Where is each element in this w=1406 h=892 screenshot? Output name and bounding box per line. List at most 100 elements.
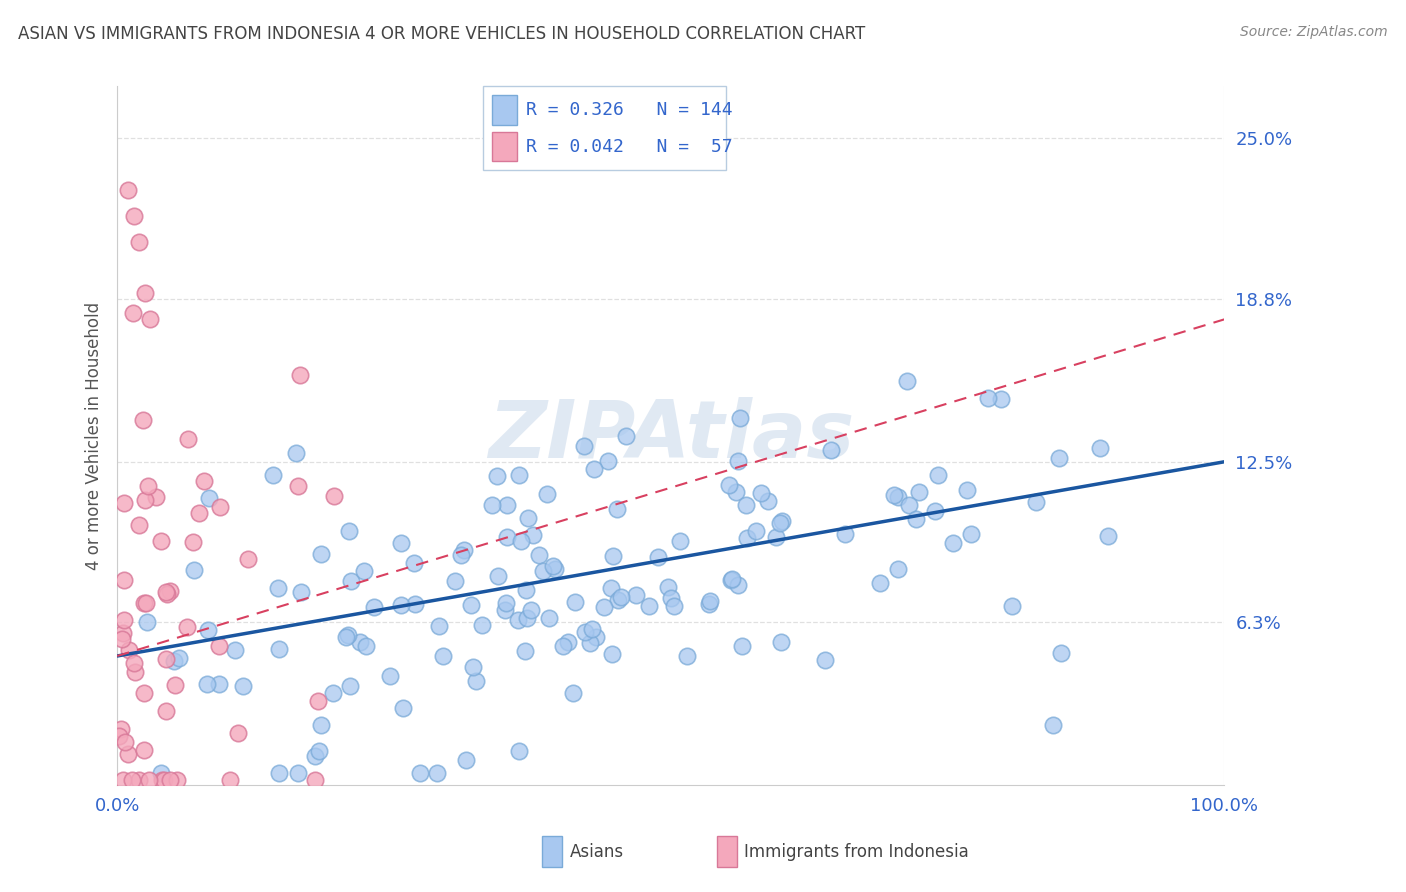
Point bbox=[108, 729, 131, 743]
Point bbox=[454, 753, 477, 767]
Point bbox=[720, 573, 742, 587]
Point bbox=[624, 588, 647, 602]
Point bbox=[304, 773, 326, 788]
Point bbox=[226, 725, 249, 739]
Point bbox=[460, 599, 482, 613]
Text: Asians: Asians bbox=[569, 843, 623, 861]
Point bbox=[389, 535, 412, 549]
Point bbox=[287, 765, 309, 780]
Point bbox=[896, 374, 918, 388]
Point bbox=[770, 635, 793, 649]
Point bbox=[290, 584, 312, 599]
Point bbox=[340, 574, 363, 588]
Point bbox=[166, 773, 188, 788]
Point bbox=[287, 479, 309, 493]
Point bbox=[531, 564, 554, 578]
Point bbox=[131, 413, 153, 427]
Point bbox=[238, 552, 260, 566]
Point bbox=[834, 527, 856, 541]
Point bbox=[405, 597, 427, 611]
Point bbox=[339, 679, 361, 693]
Point bbox=[311, 718, 333, 732]
Point bbox=[197, 623, 219, 637]
Point bbox=[735, 531, 758, 545]
Point bbox=[598, 454, 620, 468]
Point bbox=[134, 286, 156, 301]
Point bbox=[349, 635, 371, 649]
Point bbox=[638, 599, 661, 613]
Point bbox=[363, 599, 385, 614]
Point bbox=[770, 514, 793, 528]
Point bbox=[155, 652, 177, 666]
Point bbox=[135, 596, 157, 610]
Point bbox=[1049, 646, 1071, 660]
Point bbox=[118, 643, 141, 657]
Point bbox=[122, 306, 145, 320]
Point bbox=[304, 749, 326, 764]
Point bbox=[337, 524, 360, 538]
Point bbox=[188, 506, 211, 520]
Point bbox=[117, 183, 139, 197]
Point bbox=[725, 484, 748, 499]
Point bbox=[139, 312, 162, 326]
Point bbox=[1042, 718, 1064, 732]
Point bbox=[602, 549, 624, 564]
Point bbox=[927, 468, 949, 483]
Point bbox=[562, 685, 585, 699]
Point bbox=[409, 765, 432, 780]
Point bbox=[134, 742, 156, 756]
Point bbox=[121, 773, 143, 788]
Text: Source: ZipAtlas.com: Source: ZipAtlas.com bbox=[1240, 25, 1388, 39]
Point bbox=[432, 649, 454, 664]
Point bbox=[486, 568, 509, 582]
Point bbox=[905, 512, 928, 526]
Point bbox=[111, 632, 134, 647]
Point bbox=[756, 494, 779, 508]
Point bbox=[956, 483, 979, 497]
Point bbox=[614, 429, 637, 443]
Point bbox=[288, 368, 311, 383]
Point bbox=[427, 618, 450, 632]
Point bbox=[481, 498, 503, 512]
Point bbox=[606, 502, 628, 516]
Point bbox=[464, 673, 486, 688]
Point bbox=[453, 543, 475, 558]
Point bbox=[582, 462, 605, 476]
Point bbox=[232, 679, 254, 693]
Point bbox=[112, 773, 135, 788]
Point bbox=[209, 500, 232, 514]
Point bbox=[727, 454, 749, 468]
Point bbox=[335, 630, 357, 644]
Point bbox=[610, 590, 633, 604]
Point bbox=[183, 563, 205, 577]
Point bbox=[1025, 495, 1047, 509]
Point bbox=[461, 659, 484, 673]
Point bbox=[572, 439, 595, 453]
Point bbox=[128, 235, 150, 249]
Point bbox=[337, 628, 360, 642]
Point bbox=[727, 578, 749, 592]
Point bbox=[135, 615, 157, 629]
Point bbox=[208, 639, 231, 653]
Point bbox=[908, 484, 931, 499]
Point bbox=[285, 446, 308, 460]
Point bbox=[155, 584, 177, 599]
Point bbox=[664, 599, 686, 613]
Point bbox=[117, 747, 139, 761]
Point bbox=[132, 686, 155, 700]
Point bbox=[529, 548, 551, 562]
Text: Immigrants from Indonesia: Immigrants from Indonesia bbox=[744, 843, 969, 861]
Point bbox=[581, 622, 603, 636]
Point bbox=[443, 574, 465, 588]
Text: R = 0.042   N =  57: R = 0.042 N = 57 bbox=[526, 137, 733, 156]
Point bbox=[647, 549, 669, 564]
Point bbox=[731, 639, 754, 653]
Point bbox=[942, 536, 965, 550]
Point bbox=[1090, 441, 1112, 455]
Point bbox=[392, 701, 415, 715]
Point bbox=[869, 576, 891, 591]
Point bbox=[163, 678, 186, 692]
Point bbox=[128, 518, 150, 533]
Point bbox=[354, 639, 377, 653]
Point bbox=[515, 583, 537, 598]
